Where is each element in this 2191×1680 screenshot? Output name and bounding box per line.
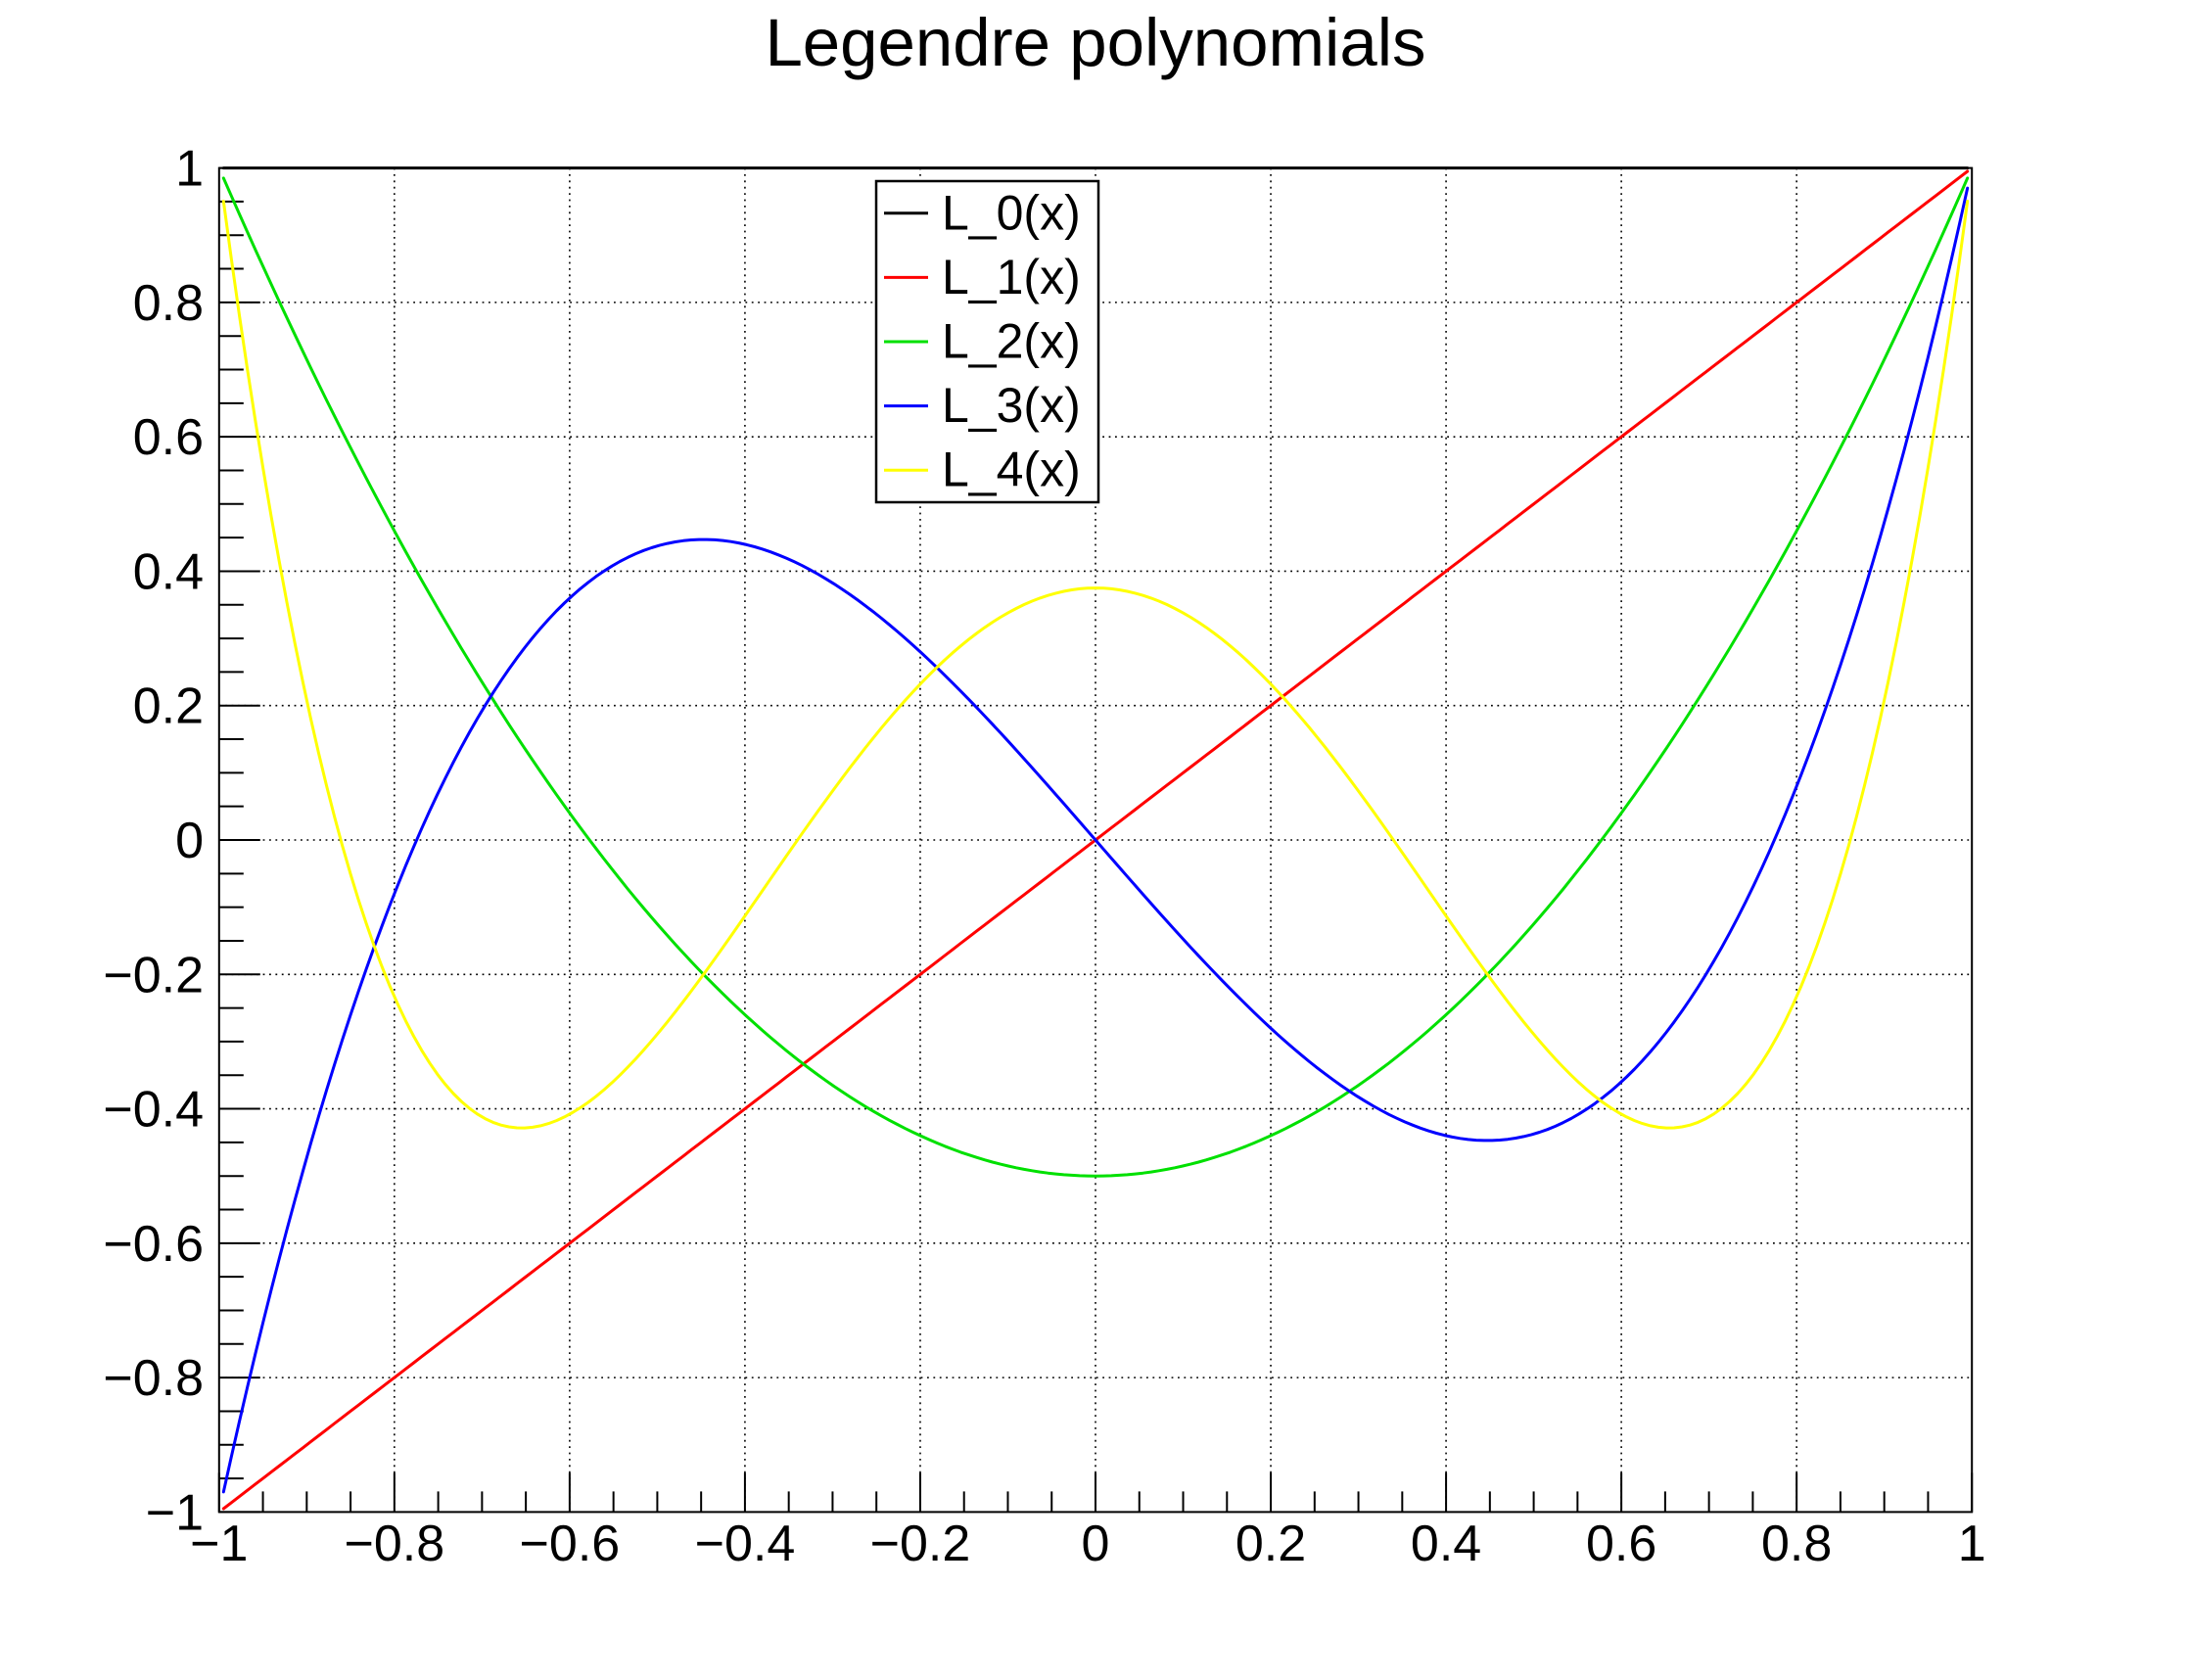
y-axis-tick-label: 0.2 xyxy=(133,678,204,735)
y-axis-tick-label: −0.8 xyxy=(103,1350,204,1407)
y-axis-tick-label: −0.4 xyxy=(103,1082,204,1139)
x-axis-tick-label: −0.8 xyxy=(345,1516,445,1572)
chart-title: Legendre polynomials xyxy=(765,5,1426,80)
y-axis-tick-label: 0.6 xyxy=(133,409,204,466)
legend-label-0: L_0(x) xyxy=(942,185,1081,240)
x-axis-tick-label: −0.6 xyxy=(520,1516,621,1572)
x-axis-tick-label: 0 xyxy=(1082,1516,1110,1572)
legend-label-4: L_4(x) xyxy=(942,443,1081,497)
x-axis-tick-label: 1 xyxy=(1958,1516,1986,1572)
y-axis-tick-label: 0.4 xyxy=(133,543,204,600)
y-axis-tick-label: −1 xyxy=(146,1484,204,1541)
y-axis-tick-label: 1 xyxy=(175,141,204,198)
x-axis-tick-label: −0.4 xyxy=(695,1516,796,1572)
y-axis-tick-label: 0.8 xyxy=(133,275,204,332)
x-axis-tick-label: 0.6 xyxy=(1586,1516,1656,1572)
x-axis-tick-label: 0.4 xyxy=(1411,1516,1481,1572)
x-axis-tick-label: 0.8 xyxy=(1761,1516,1832,1572)
x-axis-tick-label: −1 xyxy=(190,1516,248,1572)
series-line-3 xyxy=(221,186,1970,1494)
x-axis-tick-label: −0.2 xyxy=(870,1516,971,1572)
legend-label-1: L_1(x) xyxy=(942,250,1081,304)
y-axis-tick-label: 0 xyxy=(175,813,204,869)
y-axis-tick-label: −0.6 xyxy=(103,1216,204,1273)
y-axis-tick-label: −0.2 xyxy=(103,947,204,1003)
legend-label-3: L_3(x) xyxy=(942,378,1081,433)
series-line-4 xyxy=(221,200,1970,1130)
x-axis-tick-label: 0.2 xyxy=(1235,1516,1306,1572)
legend-label-2: L_2(x) xyxy=(942,314,1081,369)
series-line-2 xyxy=(221,176,1970,1178)
